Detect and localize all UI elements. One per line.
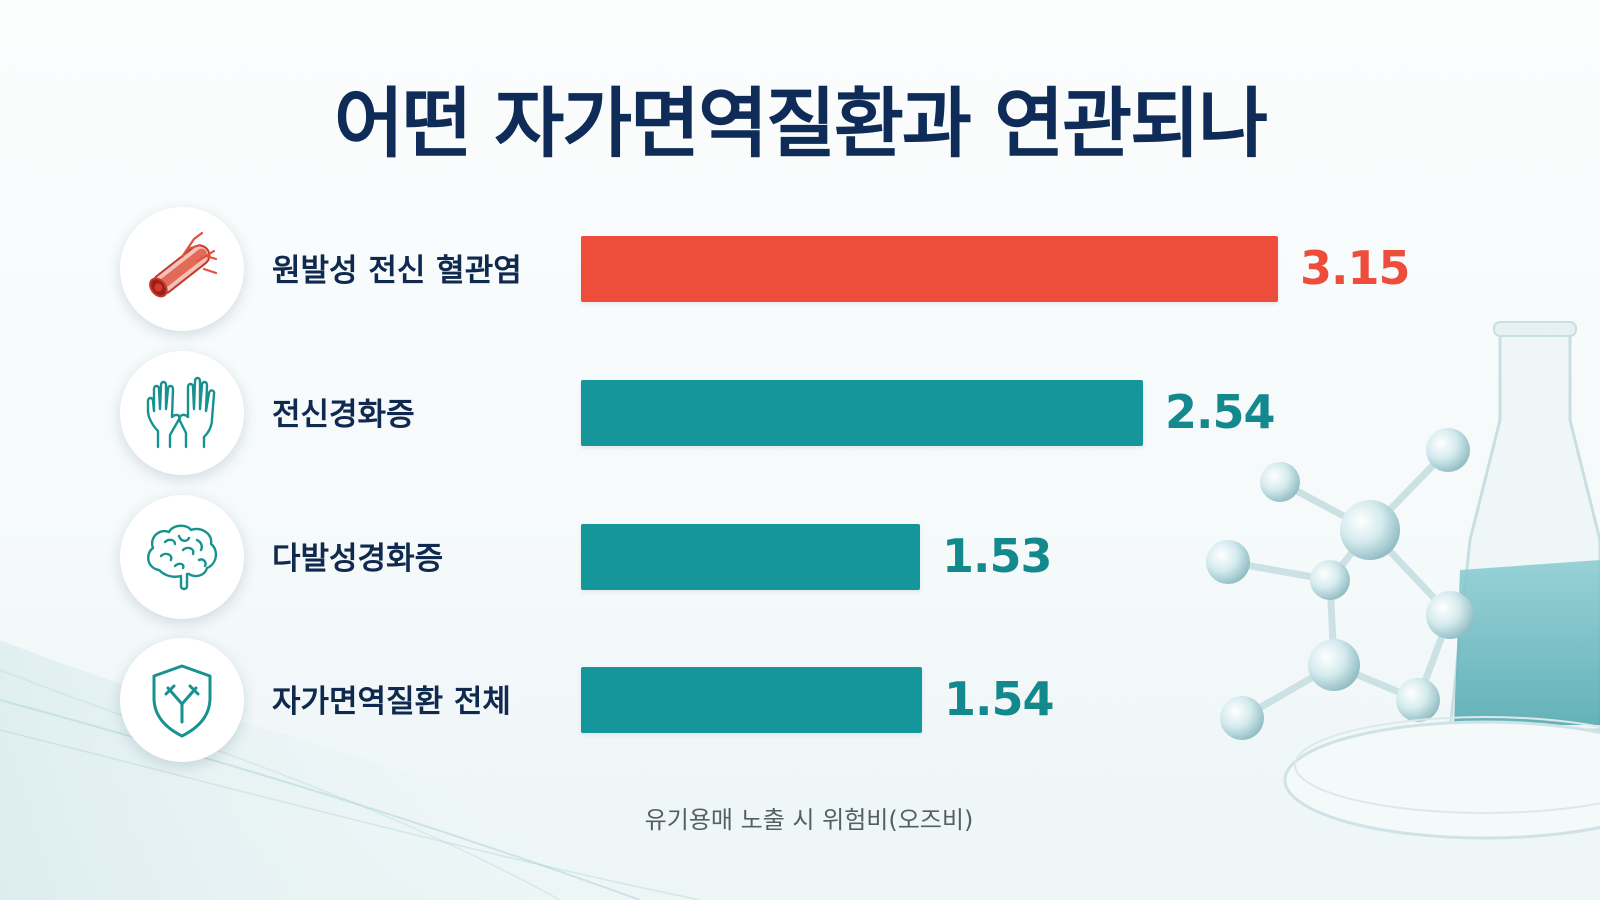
- chart-row: 자가면역질환 전체 1.54: [0, 638, 1600, 762]
- hands-icon: [120, 351, 244, 475]
- category-label: 전신경화증: [272, 397, 415, 433]
- value-label: 2.54: [1165, 385, 1275, 439]
- chart-row: 전신경화증 2.54: [0, 351, 1600, 475]
- blood-vessel-icon: [120, 207, 244, 331]
- chart-row: 원발성 전신 혈관염 3.15: [0, 207, 1600, 331]
- page-title: 어떤 자가면역질환과 연관되나: [334, 79, 1268, 168]
- shield-antibody-icon: [120, 638, 244, 762]
- value-label: 1.53: [942, 529, 1052, 583]
- bar: [581, 667, 922, 733]
- bar: [581, 380, 1143, 446]
- value-label: 3.15: [1300, 241, 1410, 295]
- footnote: 유기용매 노출 시 위험비(오즈비): [644, 806, 974, 834]
- category-label: 다발성경화증: [272, 541, 444, 577]
- brain-icon: [120, 495, 244, 619]
- category-label: 원발성 전신 혈관염: [272, 253, 522, 289]
- bar: [581, 524, 920, 590]
- category-label: 자가면역질환 전체: [272, 684, 511, 720]
- chart-row: 다발성경화증 1.53: [0, 495, 1600, 619]
- bar: [581, 236, 1278, 302]
- value-label: 1.54: [944, 672, 1054, 726]
